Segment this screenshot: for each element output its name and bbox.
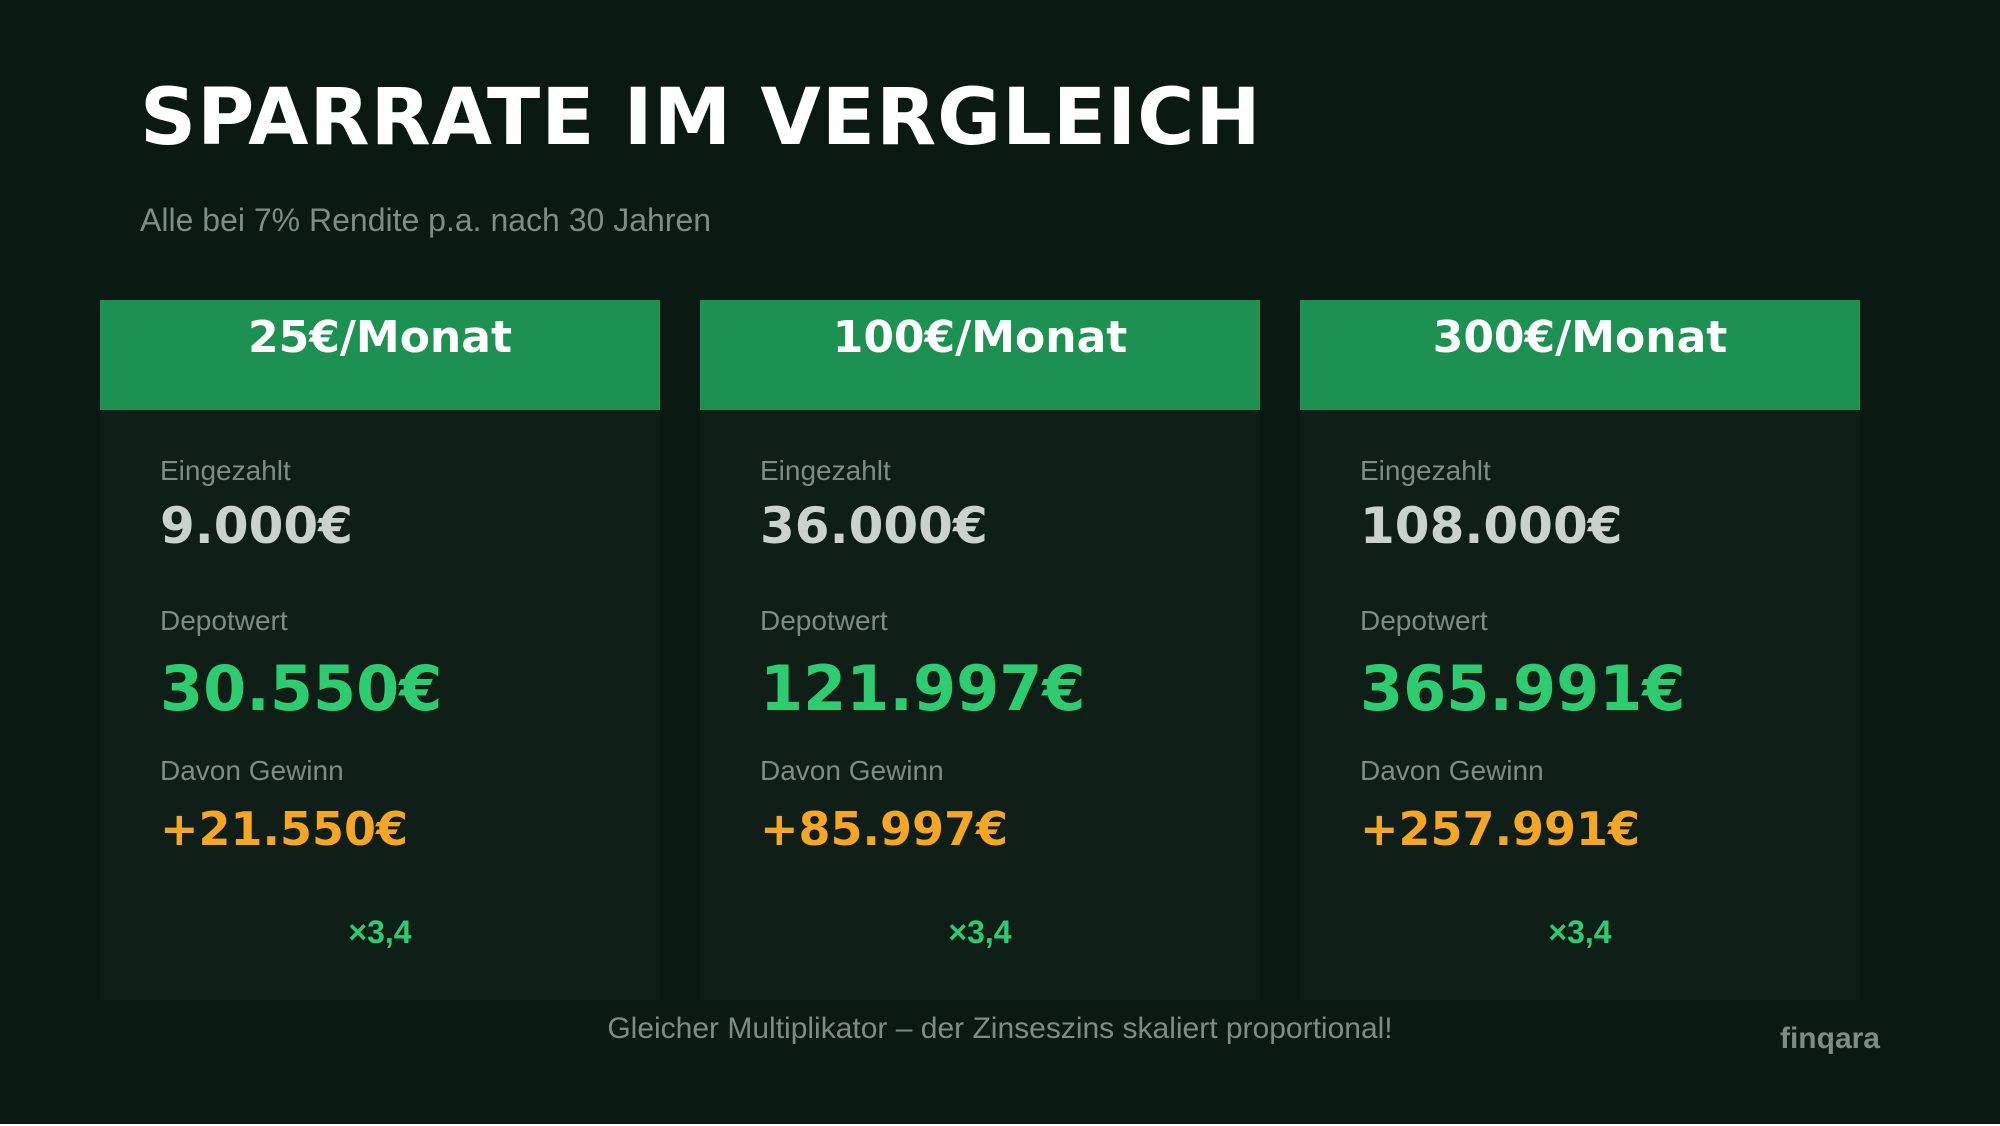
card-header-label: 300€/Monat (1432, 312, 1728, 363)
multiplier-value: ×3,4 (948, 914, 1012, 950)
footer-note: Gleicher Multiplikator – der Zinseszins … (607, 1012, 1393, 1045)
slide-title: SPARRATE IM VERGLEICH (140, 73, 1262, 163)
depot-label: Depotwert (160, 605, 288, 636)
card-25-per-month: 25€/Monat Eingezahlt 9.000€ Depotwert 30… (100, 300, 660, 1000)
slide-subtitle: Alle bei 7% Rendite p.a. nach 30 Jahren (140, 202, 712, 238)
depot-value: 365.991€ (1360, 652, 1686, 725)
card-100-per-month: 100€/Monat Eingezahlt 36.000€ Depotwert … (700, 300, 1260, 1000)
depot-label: Depotwert (1360, 605, 1488, 636)
paid-value: 108.000€ (1360, 497, 1623, 555)
multiplier-value: ×3,4 (1548, 914, 1612, 950)
card-header-label: 25€/Monat (248, 312, 512, 363)
gain-value: +85.997€ (760, 802, 1009, 856)
card-header: 25€/Monat (100, 300, 660, 410)
gain-label: Davon Gewinn (1360, 755, 1544, 786)
gain-value: +21.550€ (160, 802, 409, 856)
paid-value: 9.000€ (160, 497, 353, 555)
card-header: 300€/Monat (1300, 300, 1860, 410)
depot-value: 30.550€ (160, 652, 443, 725)
gain-label: Davon Gewinn (160, 755, 344, 786)
depot-value: 121.997€ (760, 652, 1086, 725)
depot-label: Depotwert (760, 605, 888, 636)
paid-value: 36.000€ (760, 497, 988, 555)
card-300-per-month: 300€/Monat Eingezahlt 108.000€ Depotwert… (1300, 300, 1860, 1000)
paid-label: Eingezahlt (1360, 455, 1491, 486)
gain-label: Davon Gewinn (760, 755, 944, 786)
paid-label: Eingezahlt (160, 455, 291, 486)
brand-logo: finqara (1779, 1022, 1880, 1055)
gain-value: +257.991€ (1360, 802, 1641, 856)
multiplier-value: ×3,4 (348, 914, 412, 950)
card-header-label: 100€/Monat (832, 312, 1128, 363)
comparison-cards: 25€/Monat Eingezahlt 9.000€ Depotwert 30… (100, 300, 1860, 1000)
paid-label: Eingezahlt (760, 455, 891, 486)
card-header: 100€/Monat (700, 300, 1260, 410)
